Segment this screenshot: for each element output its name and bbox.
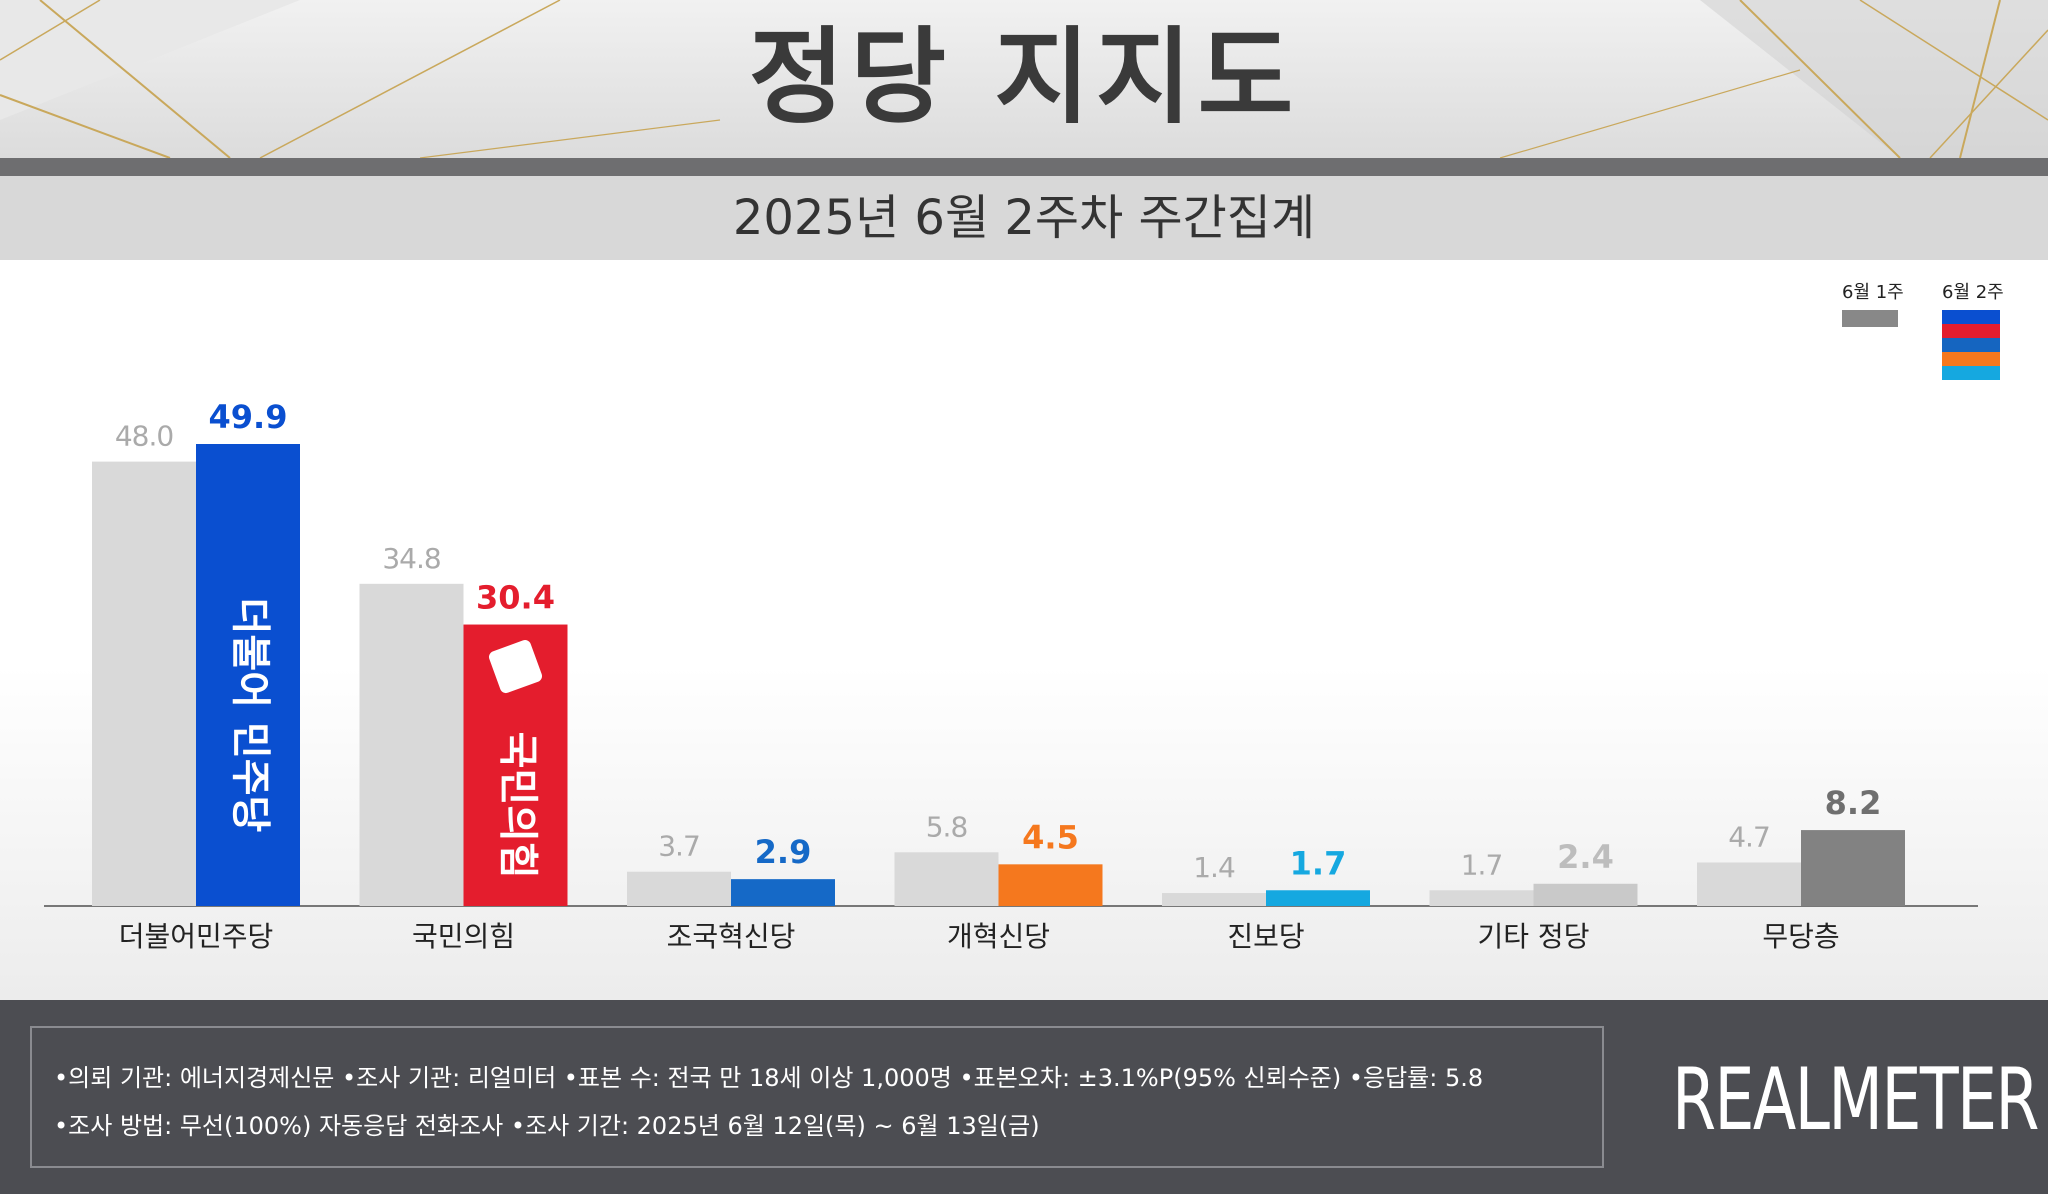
data-label-curr-week: 49.9 — [209, 398, 288, 436]
party-logo-democratic: 더불어 민주당 — [227, 598, 273, 833]
decorative-lines — [0, 0, 2048, 158]
data-label-curr-week: 1.7 — [1290, 844, 1347, 882]
footer: •의뢰 기관: 에너지경제신문 •조사 기관: 리얼미터 •표본 수: 전국 만… — [0, 1000, 2048, 1194]
brand-logo: REALMETER — [1672, 1050, 2039, 1150]
data-label-curr-week: 4.5 — [1022, 818, 1079, 856]
bar-prev-week — [1162, 893, 1266, 906]
data-label-curr-week: 8.2 — [1825, 784, 1882, 822]
bar-curr-week — [731, 879, 835, 906]
data-label-curr-week: 30.4 — [476, 579, 555, 617]
bar-prev-week — [627, 871, 731, 906]
legend-swatch-prev — [1842, 310, 1898, 327]
legend-swatch-stripe — [1942, 324, 2000, 338]
data-label-prev-week: 4.7 — [1728, 820, 1770, 853]
legend-swatch-stripe — [1942, 338, 2000, 352]
data-label-prev-week: 48.0 — [115, 420, 173, 453]
category-label: 진보당 — [1227, 920, 1304, 953]
data-label-prev-week: 1.4 — [1193, 851, 1235, 884]
page-title: 정당 지지도 — [748, 16, 1300, 138]
category-label: 무당층 — [1762, 920, 1839, 953]
party-logo-ppp: 국민의힘 — [495, 732, 541, 879]
data-label-prev-week: 34.8 — [382, 542, 440, 575]
bar-curr-week — [1266, 890, 1370, 906]
divider — [0, 158, 2048, 176]
chart-subtitle: 2025년 6월 2주차 주간집계 — [732, 190, 1316, 246]
category-label: 조국혁신당 — [667, 920, 796, 953]
bar-prev-week — [359, 583, 464, 906]
category-label: 기타 정당 — [1478, 920, 1590, 953]
survey-info-line-2: •조사 방법: 무선(100%) 자동응답 전화조사 •조사 기간: 2025년… — [54, 1112, 1040, 1140]
bar-curr-week — [998, 864, 1103, 906]
legend-swatch-curr — [1942, 310, 2000, 380]
data-label-prev-week: 5.8 — [926, 810, 968, 843]
bar-curr-week — [1801, 830, 1905, 906]
category-label: 개혁신당 — [947, 920, 1050, 953]
data-label-curr-week: 2.9 — [755, 833, 812, 871]
legend-label-curr: 6월 2주 — [1942, 282, 2004, 303]
bar-curr-week — [196, 444, 300, 906]
category-label: 국민의힘 — [412, 920, 515, 953]
survey-info-box: •의뢰 기관: 에너지경제신문 •조사 기관: 리얼미터 •표본 수: 전국 만… — [30, 1026, 1604, 1168]
chart-area: 6월 1주 6월 2주 48.0 49.9 더불어민주당 34.8 30.4 국민의힘 3.… — [0, 260, 2048, 1000]
bar-prev-week — [1697, 862, 1801, 906]
legend-label-prev: 6월 1주 — [1842, 282, 1904, 303]
header-banner: 정당 지지도 — [0, 0, 2048, 158]
bar-curr-week — [1533, 883, 1638, 906]
survey-info-line-1: •의뢰 기관: 에너지경제신문 •조사 기관: 리얼미터 •표본 수: 전국 만… — [54, 1064, 1484, 1092]
party-logo-mark — [488, 640, 543, 694]
bar-prev-week — [92, 461, 196, 906]
subtitle-bar: 2025년 6월 2주차 주간집계 — [0, 176, 2048, 260]
legend-swatch-stripe — [1942, 352, 2000, 366]
data-label-prev-week: 1.7 — [1461, 848, 1503, 881]
bar-prev-week — [1429, 890, 1534, 906]
legend-swatch-stripe — [1942, 366, 2000, 380]
data-label-prev-week: 3.7 — [658, 830, 700, 863]
category-label: 더불어민주당 — [119, 920, 274, 953]
bar-chart: 48.0 49.9 더불어민주당 34.8 30.4 국민의힘 3.7 2.9 조국혁신당 5.8… — [44, 398, 1978, 953]
bar-prev-week — [894, 852, 999, 906]
legend-swatch-stripe — [1942, 310, 2000, 324]
data-label-curr-week: 2.4 — [1557, 838, 1614, 876]
